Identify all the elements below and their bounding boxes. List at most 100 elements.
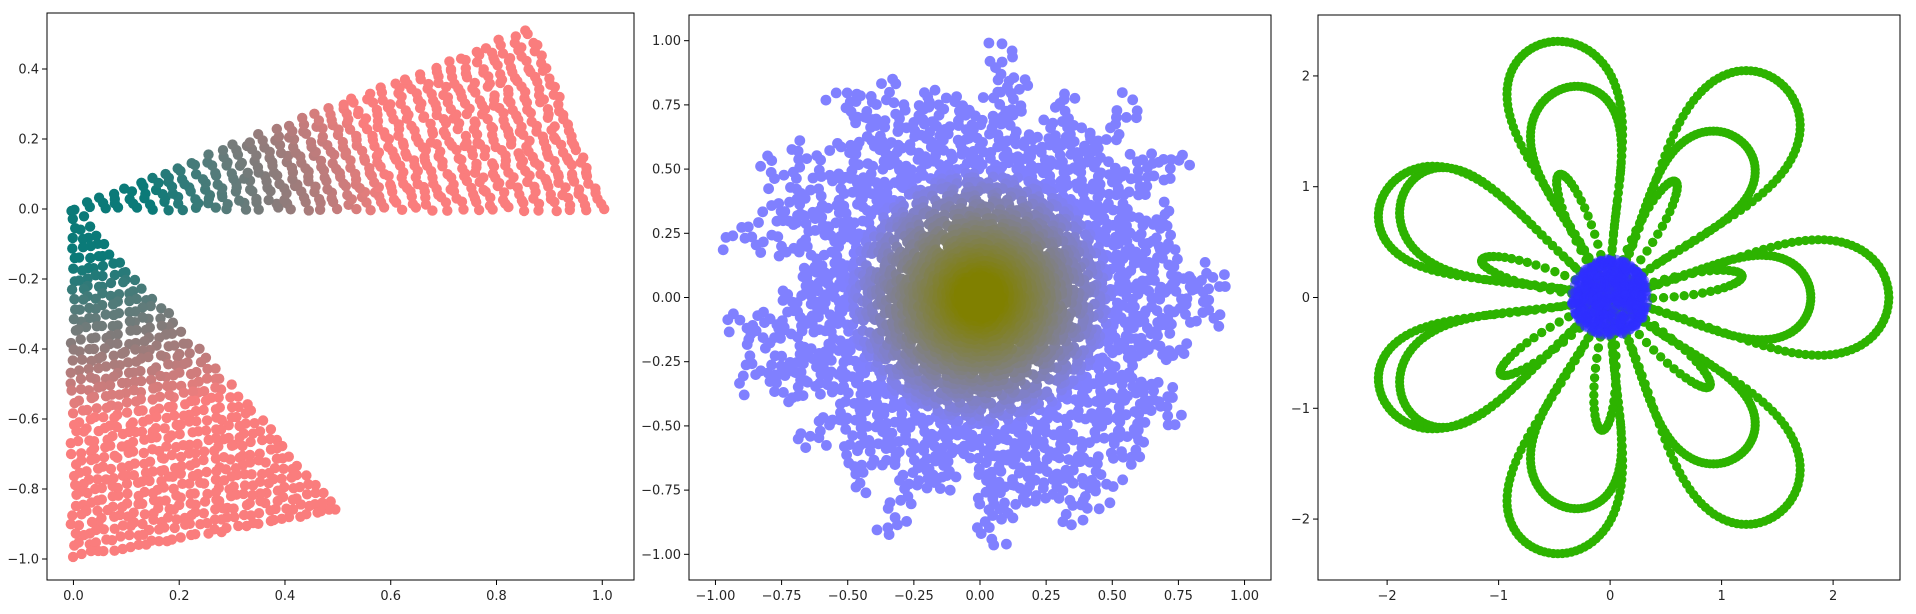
scatter-point (1007, 474, 1018, 485)
scatter-point (70, 528, 82, 539)
scatter-point (136, 283, 147, 294)
scatter-point (287, 494, 299, 505)
scatter-point (971, 395, 983, 407)
scatter-point (219, 475, 230, 486)
scatter-point (105, 290, 116, 302)
scatter-point (425, 118, 436, 129)
scatter-point (234, 195, 245, 206)
scatter-point (98, 452, 110, 463)
scatter-point (247, 428, 259, 439)
scatter-point (203, 149, 214, 160)
scatter-point (141, 539, 152, 550)
scatter-point (973, 463, 985, 475)
scatter-point (202, 363, 213, 375)
scatter-point (907, 438, 919, 449)
scatter-point (816, 211, 828, 223)
scatter-point (342, 189, 353, 201)
panel-1-plot-area (65, 25, 610, 563)
scatter-point (1065, 139, 1076, 151)
scatter-point (255, 496, 266, 507)
scatter-point (249, 418, 260, 429)
scatter-point (871, 99, 882, 110)
scatter-point (131, 356, 142, 367)
scatter-point (130, 344, 141, 355)
scatter-point (889, 512, 901, 523)
scatter-point (73, 365, 85, 376)
scatter-point (879, 121, 891, 133)
scatter-point (1146, 148, 1157, 160)
scatter-point (229, 511, 240, 523)
scatter-point (210, 453, 222, 464)
scatter-point (180, 399, 191, 410)
scatter-point (1045, 122, 1056, 134)
scatter-point (1158, 174, 1170, 186)
scatter-point (353, 105, 364, 117)
scatter-point (1127, 381, 1139, 392)
scatter-point (1029, 448, 1041, 460)
scatter-point (174, 429, 185, 440)
scatter-point (67, 551, 79, 563)
scatter-point (226, 168, 237, 179)
scatter-point (453, 153, 464, 164)
scatter-point (1072, 182, 1084, 194)
scatter-point (70, 325, 82, 336)
scatter-point (815, 388, 826, 400)
scatter-point (390, 78, 401, 89)
scatter-point (163, 341, 174, 352)
scatter-point (271, 453, 283, 464)
scatter-point (882, 522, 894, 534)
scatter-point (104, 380, 116, 391)
scatter-point (253, 455, 264, 466)
scatter-point (856, 459, 868, 471)
scatter-point (549, 121, 560, 132)
scatter-point (226, 402, 238, 413)
scatter-point (239, 469, 250, 480)
scatter-point (1060, 508, 1072, 520)
scatter-point (996, 38, 1008, 50)
scatter-point (122, 357, 134, 368)
scatter-point (794, 161, 806, 173)
scatter-point (1010, 498, 1022, 510)
scatter-point (1116, 87, 1128, 98)
scatter-point (77, 233, 89, 245)
scatter-point (265, 515, 277, 527)
scatter-point (119, 183, 130, 194)
scatter-point (1162, 410, 1174, 422)
scatter-point (85, 545, 97, 557)
scatter-point (209, 514, 221, 525)
scatter-point (1093, 503, 1105, 515)
scatter-point (186, 158, 197, 169)
scatter-point (210, 474, 222, 485)
scatter-point (1131, 112, 1142, 124)
scatter-point (146, 365, 158, 377)
scatter-point (1016, 105, 1027, 117)
scatter-point (107, 491, 118, 502)
scatter-point (195, 519, 206, 530)
scatter-point (85, 372, 96, 383)
scatter-point (1173, 154, 1185, 166)
scatter-point (241, 520, 252, 532)
scatter-point (769, 386, 780, 397)
scatter-point (1134, 398, 1146, 410)
scatter-point (172, 163, 183, 174)
scatter-point (746, 231, 758, 243)
scatter-point (148, 383, 159, 394)
scatter-point (309, 108, 320, 120)
scatter-point (271, 123, 282, 135)
scatter-point (473, 204, 485, 216)
y-tick-label: −1.0 (7, 553, 39, 568)
scatter-point (471, 46, 482, 58)
scatter-point (65, 438, 77, 449)
scatter-point (807, 172, 819, 184)
scatter-point (160, 168, 171, 180)
scatter-point (819, 297, 831, 308)
scatter-point (66, 385, 77, 396)
scatter-point (116, 348, 128, 359)
scatter-point (1092, 192, 1104, 204)
scatter-point (171, 514, 182, 525)
scatter-point (833, 241, 844, 253)
scatter-point (281, 503, 292, 514)
scatter-point (771, 377, 782, 389)
x-tick-label: 0.0 (63, 589, 84, 604)
scatter-point (67, 232, 78, 244)
